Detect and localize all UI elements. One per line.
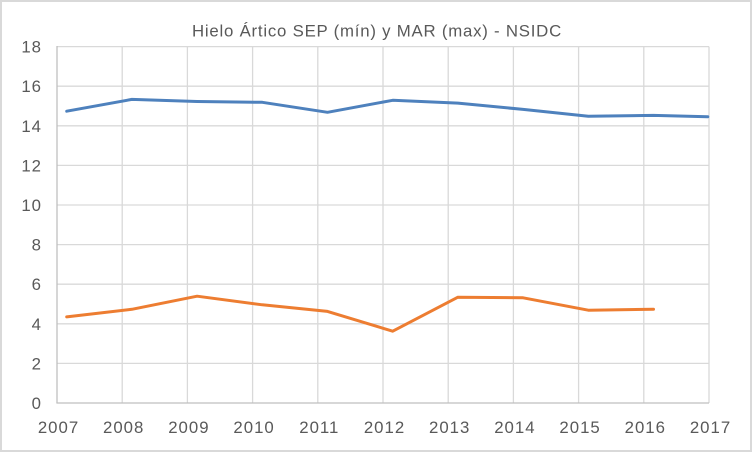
svg-text:2007: 2007 xyxy=(38,418,79,437)
svg-text:Hielo Ártico SEP (mín) y MAR (: Hielo Ártico SEP (mín) y MAR (max) - NSI… xyxy=(192,22,562,41)
svg-text:2015: 2015 xyxy=(559,418,600,437)
svg-text:16: 16 xyxy=(21,77,42,96)
svg-text:4: 4 xyxy=(32,315,42,334)
svg-text:2014: 2014 xyxy=(494,418,535,437)
svg-text:2: 2 xyxy=(32,354,42,373)
svg-text:12: 12 xyxy=(21,156,42,175)
svg-text:2009: 2009 xyxy=(168,418,209,437)
svg-text:8: 8 xyxy=(32,236,42,255)
svg-text:2010: 2010 xyxy=(233,418,274,437)
svg-text:2008: 2008 xyxy=(103,418,144,437)
svg-text:2016: 2016 xyxy=(625,418,666,437)
svg-text:2013: 2013 xyxy=(429,418,470,437)
svg-text:0: 0 xyxy=(32,394,42,413)
svg-text:6: 6 xyxy=(32,275,42,294)
svg-text:14: 14 xyxy=(21,117,42,136)
svg-text:10: 10 xyxy=(21,196,42,215)
svg-text:18: 18 xyxy=(21,38,42,57)
svg-text:2017: 2017 xyxy=(690,418,731,437)
svg-text:2012: 2012 xyxy=(364,418,405,437)
svg-text:2011: 2011 xyxy=(299,418,339,437)
